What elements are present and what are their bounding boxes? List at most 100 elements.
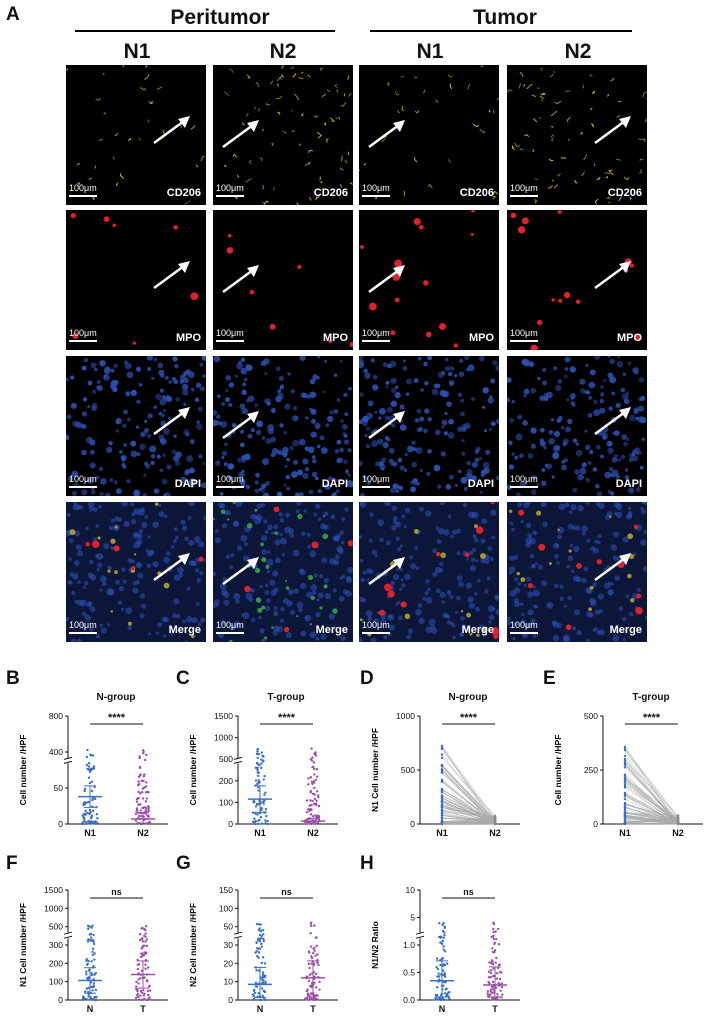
- stain-label: CD206: [313, 187, 348, 199]
- merge-nucleus: [170, 544, 175, 549]
- dapi-nucleus: [262, 458, 270, 466]
- data-point: [258, 933, 262, 937]
- mpo-cell: [517, 226, 526, 234]
- micrograph-mpo-3: MPO 100μm: [359, 210, 499, 350]
- stain-label: DAPI: [321, 478, 348, 490]
- dapi-nucleus: [448, 380, 455, 386]
- data-point: [260, 758, 263, 761]
- merge-nucleus: [136, 538, 143, 545]
- y-tick-label: 0: [593, 819, 598, 829]
- merge-nucleus: [108, 525, 114, 531]
- dapi-nucleus: [276, 491, 283, 496]
- dapi-nucleus: [522, 420, 529, 426]
- data-point: [89, 995, 92, 999]
- paired-line: [624, 822, 679, 824]
- dapi-nucleus: [585, 477, 591, 483]
- data-point: [492, 967, 495, 970]
- data-point: [256, 774, 260, 778]
- data-point: [256, 803, 259, 806]
- cd206-cell: [609, 77, 615, 82]
- dapi-nucleus: [302, 472, 309, 480]
- dapi-nucleus: [291, 471, 298, 478]
- dapi-nucleus: [341, 423, 348, 430]
- data-point: [314, 778, 318, 781]
- dapi-nucleus: [399, 424, 407, 431]
- cd206-cell: [139, 87, 146, 91]
- dapi-nucleus: [488, 427, 493, 432]
- micrograph-cd206-3: CD206 100μm: [359, 65, 499, 205]
- merge-nucleus: [362, 598, 367, 603]
- merge-nucleus: [581, 525, 588, 532]
- data-point: [84, 809, 87, 813]
- data-point-n1: [623, 776, 627, 779]
- data-point: [82, 997, 86, 1000]
- scale-bar-label: 100μm: [510, 474, 538, 484]
- dapi-nucleus: [360, 493, 365, 496]
- cd206-cell: [363, 163, 367, 166]
- merge-cd206: [261, 605, 266, 610]
- cd206-cell: [66, 68, 69, 71]
- mpo-cell: [575, 299, 581, 304]
- cd206-cell: [427, 183, 433, 189]
- cd206-cell: [190, 125, 196, 130]
- significance-label: ns: [281, 887, 292, 897]
- dapi-nucleus: [220, 421, 228, 428]
- data-point: [315, 790, 319, 793]
- merge-mpo: [400, 601, 407, 608]
- merge-nucleus: [365, 568, 372, 574]
- dapi-nucleus: [108, 441, 113, 446]
- data-point: [318, 980, 321, 984]
- data-point: [139, 955, 143, 959]
- merge-nucleus: [288, 589, 294, 595]
- merge-nucleus: [581, 577, 587, 584]
- data-point: [438, 921, 441, 925]
- data-point: [141, 797, 145, 800]
- merge-nucleus: [259, 584, 263, 588]
- data-point: [445, 962, 449, 965]
- data-point-n1: [623, 803, 627, 807]
- arrow-icon: [368, 265, 405, 294]
- merge-nucleus: [122, 579, 127, 584]
- dapi-nucleus: [539, 395, 545, 401]
- merge-nucleus: [594, 539, 599, 544]
- dapi-nucleus: [234, 374, 238, 378]
- merge-nucleus: [181, 525, 188, 531]
- axis-break: [64, 933, 72, 939]
- dapi-nucleus: [277, 389, 282, 394]
- data-point: [310, 924, 313, 928]
- cd206-cell: [550, 134, 555, 138]
- merge-nucleus: [399, 567, 403, 572]
- dapi-nucleus: [327, 476, 333, 482]
- data-point: [255, 922, 259, 926]
- cd206-cell: [413, 157, 418, 163]
- dapi-nucleus: [266, 401, 271, 406]
- dapi-nucleus: [553, 444, 559, 451]
- dapi-nucleus: [83, 358, 89, 363]
- y-tick-label: 300: [49, 940, 63, 950]
- x-tick-label: T: [492, 1004, 498, 1014]
- dapi-nucleus: [632, 480, 636, 485]
- dapi-nucleus: [81, 365, 87, 371]
- data-point: [441, 998, 445, 1002]
- merge-nucleus: [333, 626, 338, 631]
- dapi-nucleus: [202, 374, 206, 378]
- cd206-cell: [340, 155, 343, 162]
- dapi-nucleus: [584, 389, 589, 395]
- data-point: [310, 803, 313, 807]
- x-tick-label: N2: [307, 828, 319, 838]
- merge-nucleus: [569, 543, 574, 548]
- merge-nucleus: [300, 630, 307, 637]
- data-point-n1: [623, 818, 627, 821]
- dapi-nucleus: [275, 366, 281, 372]
- dapi-nucleus: [600, 454, 604, 459]
- data-point: [436, 986, 439, 989]
- chart-title: N-group: [97, 692, 136, 703]
- dapi-nucleus: [593, 399, 598, 405]
- merge-nucleus: [173, 527, 178, 532]
- dapi-nucleus: [410, 486, 417, 493]
- data-point: [142, 775, 146, 778]
- data-point: [443, 971, 446, 975]
- merge-nucleus: [107, 623, 111, 627]
- data-point: [86, 940, 90, 943]
- cd206-cell: [327, 88, 331, 93]
